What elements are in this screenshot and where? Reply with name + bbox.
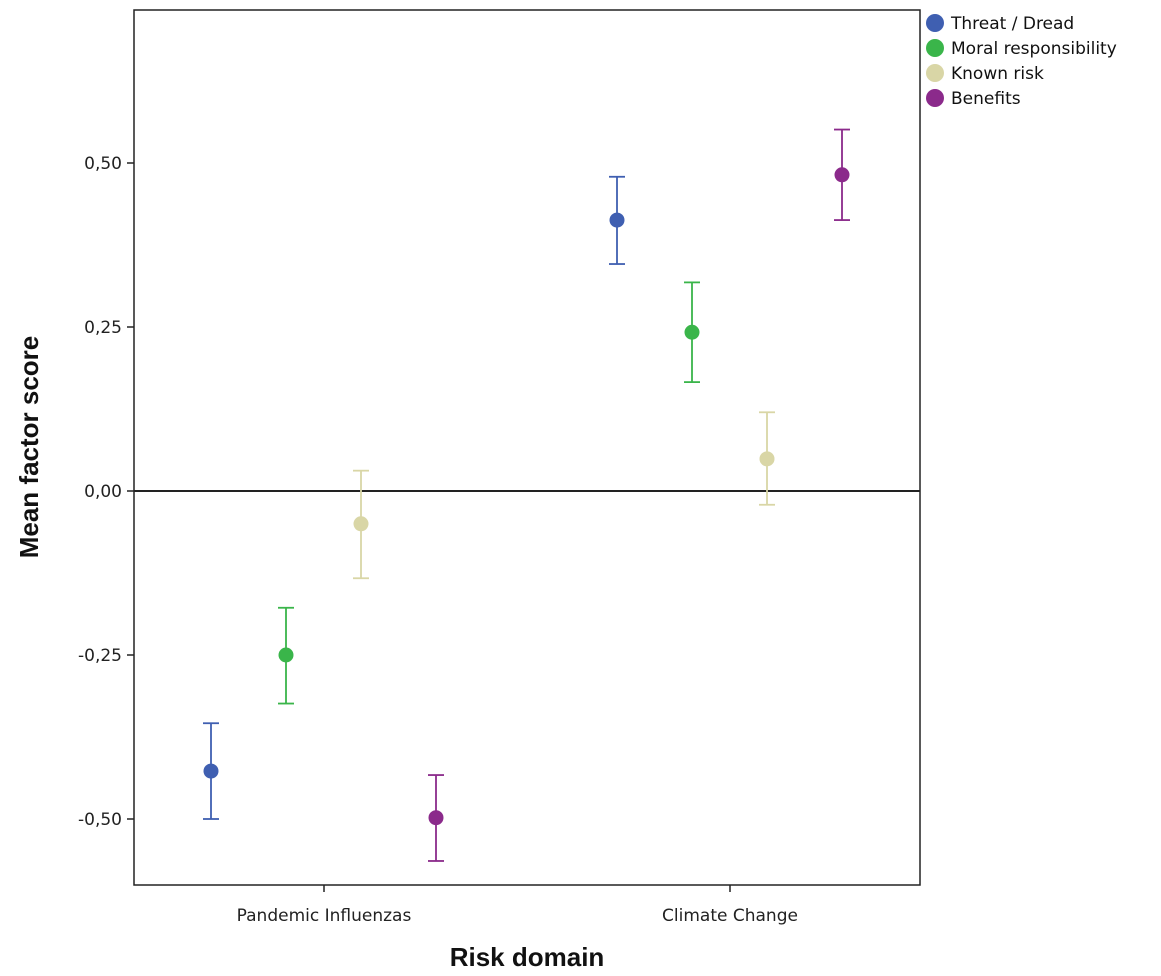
y-tick-label: 0,50 [84, 154, 122, 174]
legend-marker [926, 64, 944, 82]
data-point [609, 212, 625, 228]
plot-frame [133, 9, 921, 886]
x-tick-label: Pandemic Influenzas [237, 906, 412, 926]
x-axis-title: Risk domain [450, 942, 605, 972]
data-point [834, 167, 850, 183]
legend-label: Threat / Dread [950, 14, 1074, 34]
error-bar-group [834, 128, 850, 221]
data-point [428, 810, 444, 826]
error-bar-group [759, 411, 775, 506]
y-tick-label: 0,25 [84, 318, 122, 338]
error-bar-group [203, 722, 219, 820]
legend-marker [926, 39, 944, 57]
y-tick-label: -0,25 [78, 646, 122, 666]
error-bar-group [278, 606, 294, 705]
legend-label: Known risk [951, 64, 1044, 84]
axes: 0,50 0,25 0,00 -0,25 -0,50 Pandemic Influenza… [78, 9, 921, 926]
legend-marker [926, 14, 944, 32]
y-axis-title: Mean factor score [14, 336, 44, 559]
legend-label: Benefits [951, 89, 1021, 109]
y-tick-label: -0,50 [78, 810, 122, 830]
x-tick-label: Climate Change [662, 906, 798, 926]
data-point [759, 451, 775, 467]
legend-label: Moral responsibility [951, 39, 1117, 59]
error-bar-group [684, 281, 700, 384]
error-bar-group [609, 175, 625, 265]
legend: Threat / Dread Moral responsibility Known … [926, 14, 1117, 109]
data-point [353, 516, 369, 532]
error-bar-group [353, 469, 369, 580]
data-point [684, 324, 700, 340]
y-tick-label: 0,00 [84, 482, 122, 502]
error-bar-group [428, 774, 444, 862]
plot-area [134, 128, 920, 862]
data-point [203, 763, 219, 779]
data-point [278, 647, 294, 663]
legend-marker [926, 89, 944, 107]
